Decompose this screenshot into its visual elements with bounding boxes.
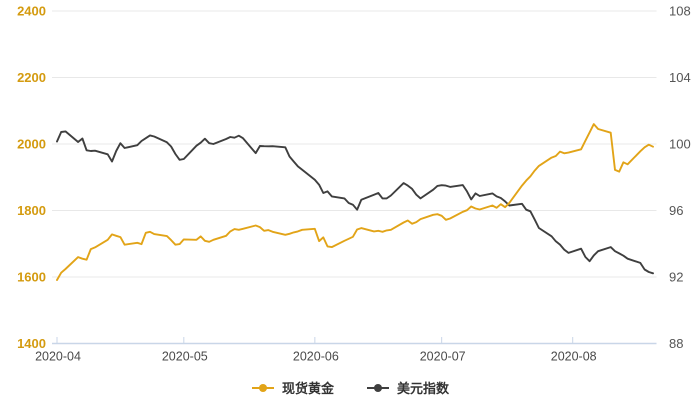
dollar-index-series-line: [56, 130, 654, 275]
y-axis-label-left: 1400: [17, 336, 46, 351]
legend-item-spot-gold[interactable]: 现货黄金: [251, 382, 334, 395]
y-axis-label-right: 108: [669, 4, 691, 19]
x-axis-label: 2020-08: [551, 350, 597, 364]
y-axis-label-left: 2200: [17, 70, 46, 85]
y-axis-label-left: 2000: [17, 137, 46, 152]
y-axis-label-left: 1600: [17, 270, 46, 285]
x-axis-label: 2020-04: [35, 350, 81, 364]
y-axis-label-right: 92: [669, 270, 683, 285]
y-axis-label-right: 100: [669, 137, 691, 152]
x-axis-label: 2020-05: [162, 350, 208, 364]
legend: 现货黄金 美元指数: [0, 377, 700, 399]
legend-item-dollar-index[interactable]: 美元指数: [366, 382, 449, 395]
spot-gold-series-line: [56, 123, 654, 281]
legend-label-spot-gold: 现货黄金: [281, 380, 334, 396]
legend-label-dollar-index: 美元指数: [397, 380, 450, 396]
x-axis-label: 2020-07: [420, 350, 466, 364]
y-axis-label-right: 96: [669, 203, 683, 218]
dark-line-marker-icon: [367, 384, 389, 392]
y-axis-label-left: 1800: [17, 203, 46, 218]
gold-line-marker-icon: [251, 384, 274, 392]
y-axis-label-left: 2400: [17, 4, 46, 19]
x-axis-label: 2020-06: [293, 350, 339, 364]
y-axis-label-right: 104: [669, 70, 691, 85]
y-axis-label-right: 88: [669, 336, 683, 351]
